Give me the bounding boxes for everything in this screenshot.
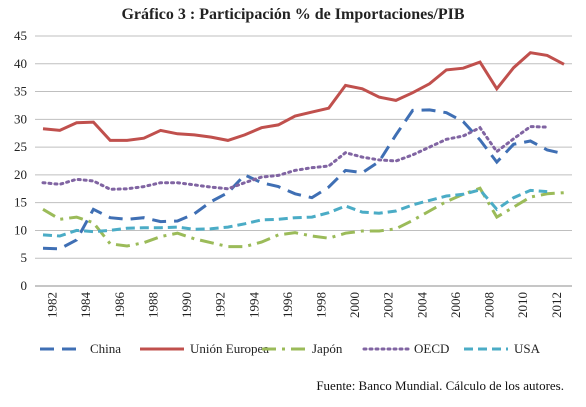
y-tick-label: 15 <box>14 195 27 210</box>
legend-label: China <box>90 341 121 356</box>
y-tick-label: 35 <box>14 84 27 99</box>
y-tick-label: 40 <box>14 56 27 71</box>
legend-label: OECD <box>414 341 449 356</box>
y-tick-label: 45 <box>14 28 27 43</box>
legend-label: Japón <box>312 341 343 356</box>
series-line-union-europea <box>42 51 565 142</box>
x-tick-label: 1984 <box>78 292 93 319</box>
series-line-usa <box>42 188 548 238</box>
series-line-china <box>42 108 565 251</box>
chart-title: Gráfico 3 : Participación % de Importaci… <box>121 6 465 23</box>
series-line-oecd <box>41 125 549 191</box>
x-tick-label: 2010 <box>515 292 530 318</box>
y-tick-label: 5 <box>21 250 28 265</box>
x-tick-label: 2000 <box>347 292 362 318</box>
source-note: Fuente: Banco Mundial. Cálculo de los au… <box>316 378 564 393</box>
y-tick-label: 25 <box>14 139 27 154</box>
x-tick-label: 1994 <box>246 292 261 319</box>
x-tick-label: 1990 <box>179 292 194 318</box>
x-tick-label: 1988 <box>145 292 160 318</box>
legend-label: USA <box>514 341 541 356</box>
x-tick-label: 2004 <box>414 292 429 319</box>
y-tick-label: 10 <box>14 222 27 237</box>
y-tick-label: 20 <box>14 167 27 182</box>
x-tick-label: 1982 <box>45 292 60 318</box>
x-tick-label: 1998 <box>313 292 328 318</box>
x-tick-label: 1986 <box>112 292 127 319</box>
x-tick-label: 2002 <box>381 292 396 318</box>
y-tick-label: 0 <box>21 278 28 293</box>
x-tick-label: 1996 <box>280 292 295 319</box>
x-tick-label: 2006 <box>448 292 463 319</box>
x-tick-label: 1992 <box>213 292 228 318</box>
x-tick-label: 2012 <box>549 292 564 318</box>
legend-label: Unión Europea <box>190 341 269 356</box>
x-tick-label: 2008 <box>482 292 497 318</box>
y-tick-label: 30 <box>14 111 27 126</box>
